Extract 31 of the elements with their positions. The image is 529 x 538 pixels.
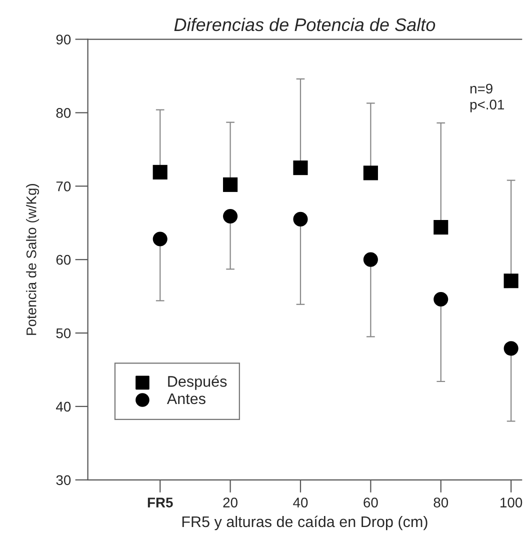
point	[152, 164, 168, 180]
annotation: n=9 p<.01	[470, 84, 504, 112]
y-tick-label: 80	[56, 108, 71, 118]
point	[223, 177, 238, 192]
x-tick-label: 40	[293, 498, 308, 508]
point	[363, 166, 378, 180]
y-tick-label: 90	[56, 34, 71, 44]
x-tick-label: 100	[500, 498, 522, 508]
point	[293, 212, 308, 226]
chart-title: Diferencias de Potencia de Salto	[174, 18, 436, 32]
legend-label: Antes	[166, 393, 206, 404]
point	[152, 232, 168, 246]
x-tick-label: 80	[434, 498, 448, 508]
point	[504, 274, 518, 288]
y-tick-label: 40	[56, 402, 71, 412]
point	[363, 252, 378, 267]
point	[504, 341, 518, 356]
x-axis-title: FR5 y alturas de caída en Drop (cm)	[182, 516, 428, 530]
x-tick-label: 60	[364, 498, 378, 508]
legend-label: Después	[168, 375, 227, 390]
y-tick-label: 70	[56, 181, 71, 192]
x-tick-label: 20	[223, 498, 238, 508]
x-tick-label: FR5	[148, 498, 173, 508]
y-axis-title: Potencia de Salto (w/Kg)	[26, 184, 40, 335]
point	[223, 208, 238, 224]
point	[434, 220, 448, 235]
y-tick-label: 50	[56, 328, 71, 338]
y-tick-label: 30	[56, 475, 71, 486]
point	[434, 292, 448, 307]
y-tick-label: 60	[56, 254, 71, 265]
point	[293, 160, 308, 176]
